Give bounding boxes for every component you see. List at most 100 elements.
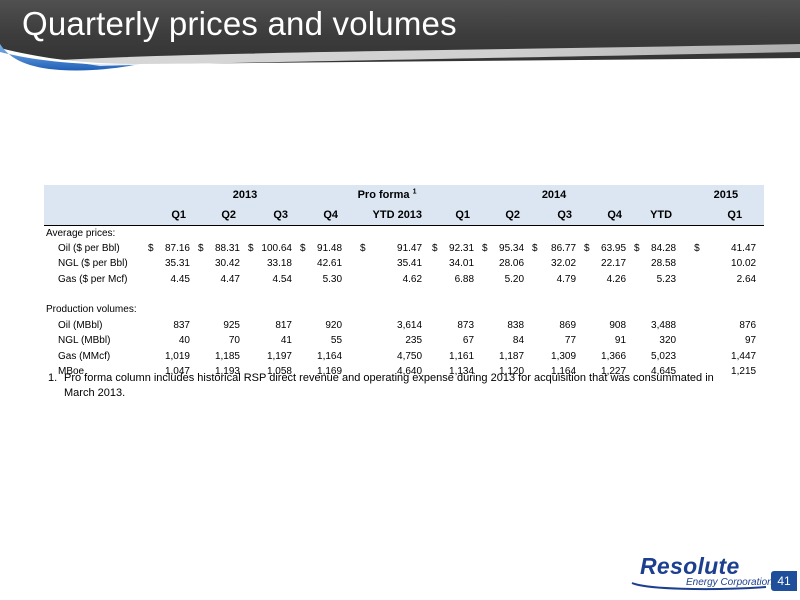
table-cell: 869: [528, 318, 580, 334]
cell-value: 35.41: [397, 258, 423, 270]
table-cell: 35.41: [346, 256, 428, 272]
table-cell: 1,193: [194, 364, 244, 380]
cell-value: 86.77: [551, 242, 577, 254]
cell-value: 320: [659, 335, 677, 347]
table-cell: 5.20: [478, 272, 528, 288]
cell-value: 1,193: [214, 366, 240, 378]
cell-value: 91.47: [397, 242, 423, 254]
cell-value: 1,197: [266, 350, 292, 362]
table-cell: $91.47: [346, 241, 428, 257]
table-row: Oil ($ per Bbl) $87.16 $88.31 $100.64 $91.48…: [44, 241, 764, 257]
cell-value: 91.48: [317, 242, 343, 254]
table-row: NGL ($ per Bbl) 35.31 30.42 33.18 42.61 35.41…: [44, 256, 764, 272]
cell-value: 4,640: [397, 366, 423, 378]
cell-value: 88.31: [214, 242, 240, 254]
row-label: MBoe: [58, 366, 85, 378]
row-label: NGL (MBbl): [58, 335, 111, 347]
cell-value: 5.30: [322, 273, 343, 285]
footnote-number: 1.: [48, 372, 58, 384]
table-cell: 4.47: [194, 272, 244, 288]
cell-value: 1,185: [214, 350, 240, 362]
table-cell: 5.30: [296, 272, 346, 288]
cell-value: 32.02: [551, 258, 577, 270]
cell-value: 1,019: [164, 350, 190, 362]
column-header: YTD: [650, 208, 673, 221]
table-cell: 67: [428, 333, 478, 349]
table-cell: 4,750: [346, 349, 428, 365]
table-cell: 920: [296, 318, 346, 334]
table-row: Oil (MBbl) 837 925 817 920 3,614 873 838 869 908 3…: [44, 318, 764, 334]
cell-value: 5.20: [504, 273, 525, 285]
cell-value: 6.88: [454, 273, 475, 285]
cell-value: 4,645: [651, 366, 677, 378]
cell-value: 1,187: [499, 350, 525, 362]
group-header-2015: 2015: [713, 189, 739, 201]
column-header: Q3: [273, 208, 288, 221]
table-cell: 1,169: [296, 364, 346, 380]
section-label: Average prices:: [46, 227, 116, 239]
cell-value: 35.31: [164, 258, 190, 270]
table-row: Gas ($ per Mcf) 4.45 4.47 4.54 5.30 4.62 6.88 5…: [44, 272, 764, 288]
table-cell: 42.61: [296, 256, 346, 272]
table-cell: 97: [680, 333, 764, 349]
cell-value: 4.54: [272, 273, 292, 285]
table-cell: 1,185: [194, 349, 244, 365]
cell-value: 3,488: [651, 319, 677, 331]
cell-value: 1,047: [164, 366, 190, 378]
header-swoosh-graphic: [0, 44, 800, 78]
cell-value: 1,164: [551, 366, 577, 378]
table-cell: 35.31: [144, 256, 194, 272]
table-cell: $92.31: [428, 241, 478, 257]
cell-value: 41: [280, 335, 292, 347]
cell-value: 95.34: [499, 242, 525, 254]
table-cell: 1,164: [528, 364, 580, 380]
page-number: 41: [771, 571, 797, 591]
column-header: Q2: [221, 208, 236, 221]
cell-value: 235: [405, 335, 423, 347]
table-cell: 1,019: [144, 349, 194, 365]
table-cell: $100.64: [244, 241, 296, 257]
table-cell: 10.02: [680, 256, 764, 272]
cell-value: 84: [512, 335, 525, 347]
table-cell: 3,614: [346, 318, 428, 334]
cell-value: 2.64: [736, 273, 757, 285]
cell-value: 4.45: [170, 273, 190, 285]
table-cell: 84: [478, 333, 528, 349]
table-cell: 32.02: [528, 256, 580, 272]
dollar-sign: $: [432, 242, 438, 254]
cell-value: 1,058: [266, 366, 292, 378]
company-logo: Resolute Energy Corporation: [626, 553, 776, 593]
table-column-header-row: Q1 Q2 Q3 Q4 YTD 2013 Q1 Q2 Q3 Q4 YTD Q1: [44, 205, 765, 225]
group-header-proforma: Pro forma 1: [357, 188, 417, 201]
table-cell: 77: [528, 333, 580, 349]
logo-subtitle: Energy Corporation: [686, 577, 773, 588]
table-cell: 3,488: [630, 318, 680, 334]
cell-value: 84.28: [651, 242, 677, 254]
table-cell: 1,309: [528, 349, 580, 365]
cell-value: 40: [178, 335, 190, 347]
section-header-row: Production volumes:: [44, 302, 764, 318]
table-cell: 22.17: [580, 256, 630, 272]
cell-value: 30.42: [214, 258, 240, 270]
table-cell: 34.01: [428, 256, 478, 272]
page-title: Quarterly prices and volumes: [22, 5, 457, 42]
cell-value: 5.23: [656, 273, 677, 285]
table-cell: 838: [478, 318, 528, 334]
table-cell: 1,447: [680, 349, 764, 365]
table-cell: 1,187: [478, 349, 528, 365]
column-header: Q1: [455, 208, 471, 221]
cell-value: 920: [325, 319, 343, 331]
table-cell: $95.34: [478, 241, 528, 257]
row-label: NGL ($ per Bbl): [58, 258, 128, 270]
table-cell: 1,227: [580, 364, 630, 380]
table-cell: 1,366: [580, 349, 630, 365]
cell-value: 28.58: [651, 258, 677, 270]
cell-value: 3,614: [397, 319, 423, 331]
table-group-header-row: 2013 Pro forma 1 2014 2015: [44, 185, 765, 205]
cell-value: 1,134: [449, 366, 475, 378]
table-cell: 28.06: [478, 256, 528, 272]
prices-volumes-table: 2013 Pro forma 1 2014 2015 Q1 Q2 Q3 Q4 YTD 2…: [44, 185, 765, 380]
footnote: 1. Pro forma column includes historical …: [48, 371, 748, 401]
table-cell: 1,047: [144, 364, 194, 380]
cell-value: 4.62: [402, 273, 423, 285]
